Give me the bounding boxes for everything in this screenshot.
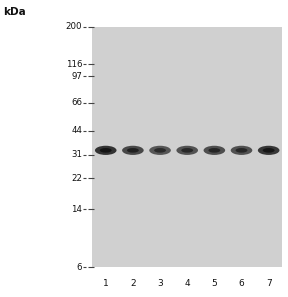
Ellipse shape (209, 148, 220, 153)
Ellipse shape (176, 146, 198, 155)
Text: 5: 5 (211, 279, 217, 288)
Text: 1: 1 (103, 279, 109, 288)
Ellipse shape (95, 146, 117, 155)
Ellipse shape (127, 148, 139, 153)
Text: 66: 66 (71, 98, 82, 107)
Ellipse shape (263, 148, 274, 153)
Text: 4: 4 (184, 279, 190, 288)
Text: 44: 44 (71, 126, 82, 135)
Ellipse shape (204, 146, 225, 155)
Text: 31: 31 (71, 150, 82, 159)
Ellipse shape (154, 148, 166, 153)
Text: 3: 3 (157, 279, 163, 288)
Text: 6: 6 (239, 279, 245, 288)
Ellipse shape (258, 146, 279, 155)
Text: 200: 200 (66, 22, 82, 31)
Text: 6: 6 (77, 263, 82, 272)
Text: kDa: kDa (3, 7, 26, 18)
Text: 97: 97 (71, 72, 82, 81)
Ellipse shape (149, 146, 171, 155)
Text: 14: 14 (71, 205, 82, 214)
Text: 7: 7 (266, 279, 272, 288)
Bar (92, 27, 282, 267)
Text: 22: 22 (71, 174, 82, 183)
Ellipse shape (236, 148, 247, 153)
Text: 2: 2 (130, 279, 136, 288)
Text: 116: 116 (66, 60, 82, 69)
Ellipse shape (181, 148, 193, 153)
Ellipse shape (122, 146, 144, 155)
Ellipse shape (231, 146, 252, 155)
Ellipse shape (100, 148, 112, 153)
